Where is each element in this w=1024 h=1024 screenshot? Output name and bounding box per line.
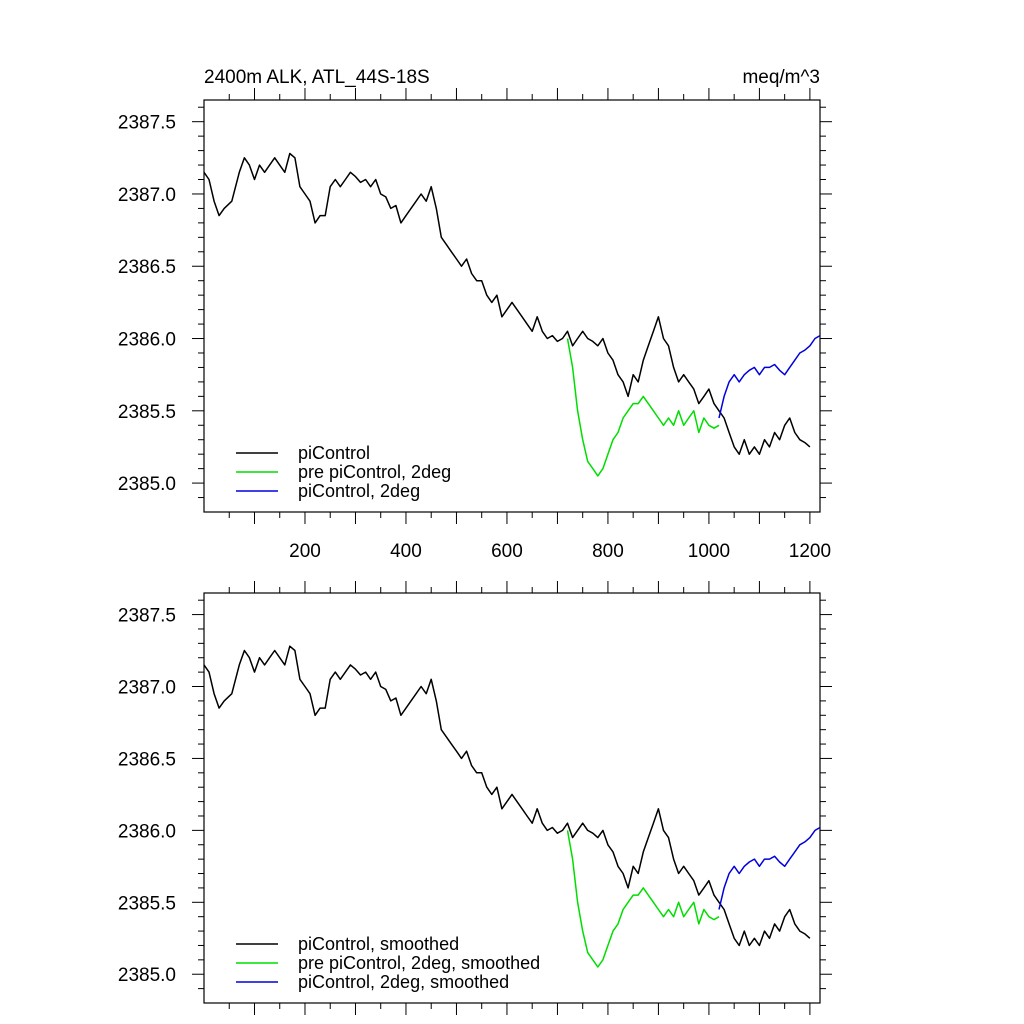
plot-frame [203,592,821,1004]
y-tick-label: 2385.0 [118,965,176,986]
series-line-2 [718,826,821,910]
x-tick-label: 600 [491,541,523,562]
y-tick-label: 2385.5 [118,893,176,914]
top-panel-units: meq/m^3 [742,67,820,88]
legend-label: piControl, 2deg [298,481,420,501]
x-tick-label: 1200 [789,541,831,562]
x-tick-label: 800 [592,541,624,562]
plot-frame [203,99,821,513]
legend-label: piControl, 2deg, smoothed [298,972,509,992]
y-tick-label: 2387.0 [118,185,176,206]
y-tick-label: 2386.0 [118,821,176,842]
bottom-panel: 2385.0 2385.5 2386.0 2386.5 2387.0 2387.5 piCo… [118,581,832,1015]
top-panel: 2400m ALK, ATL_44S-18S meq/m^3 2385.0 238… [118,67,832,562]
legend-label: pre piControl, 2deg, smoothed [298,953,540,973]
y-tick-label: 2385.5 [118,402,176,423]
series-line-0 [203,645,811,947]
y-tick-label: 2387.0 [118,678,176,699]
y-tick-label: 2387.5 [118,606,176,627]
x-tick-label: 200 [289,541,321,562]
y-tick-label: 2386.5 [118,749,176,770]
y-tick-label: 2387.5 [118,113,176,134]
legend-label: piControl, smoothed [298,934,459,954]
series-line-0 [203,152,811,455]
y-tick-label: 2385.0 [118,474,176,495]
top-panel-title: 2400m ALK, ATL_44S-18S [204,67,430,88]
series-line-1 [566,338,720,477]
legend-label: piControl [298,443,370,463]
y-tick-label: 2386.0 [118,330,176,351]
series-line-1 [566,830,720,968]
series-line-2 [718,334,821,419]
legend-label: pre piControl, 2deg [298,462,451,482]
x-tick-label: 1000 [688,541,730,562]
x-tick-label: 400 [390,541,422,562]
y-tick-label: 2386.5 [118,257,176,278]
